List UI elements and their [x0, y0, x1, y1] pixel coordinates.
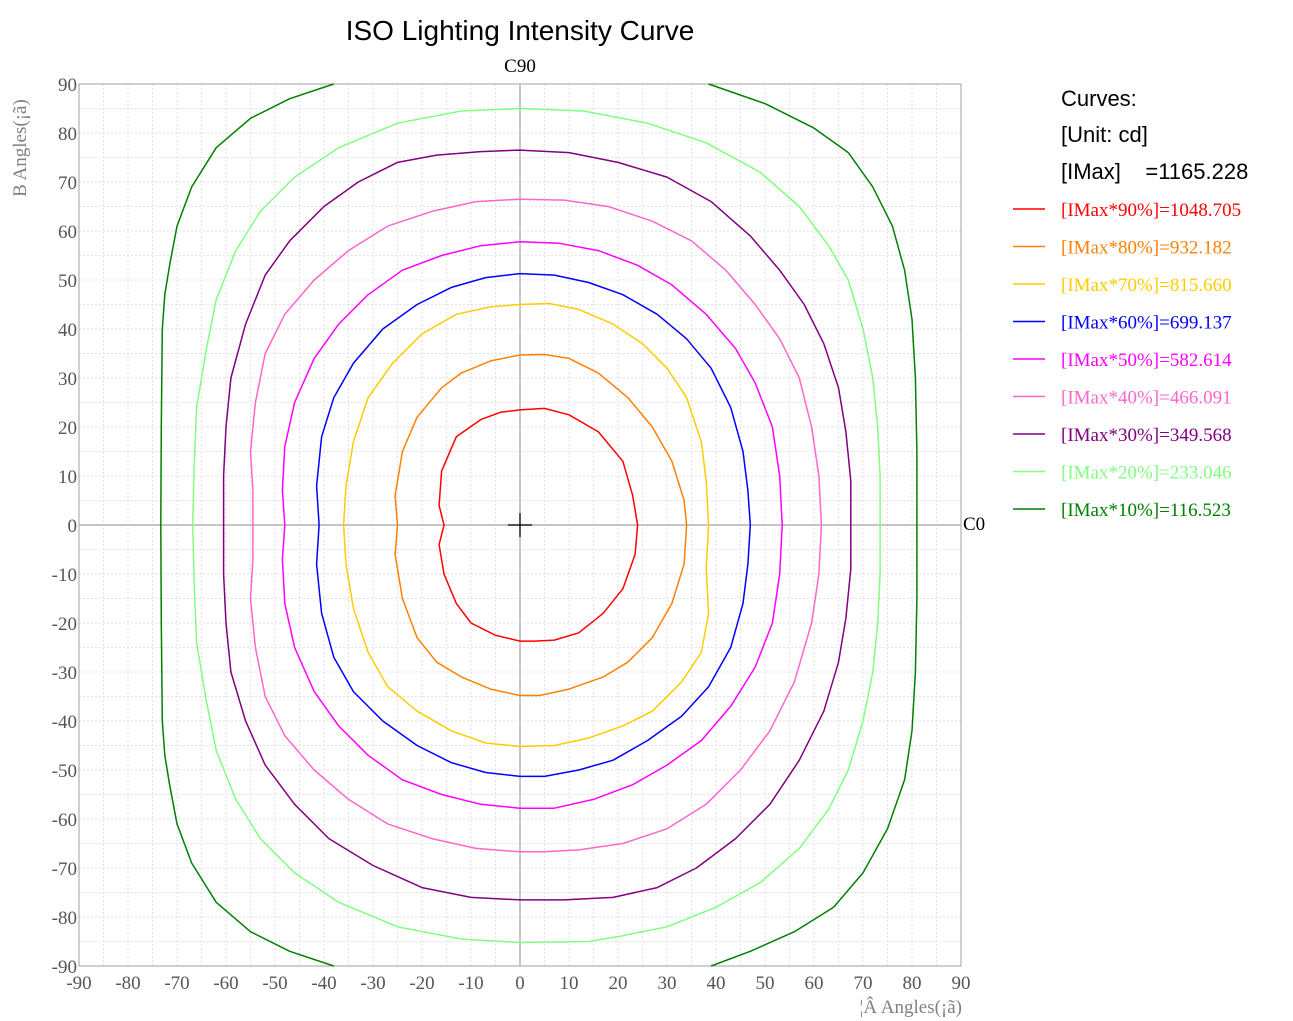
y-tick-label: 40: [58, 320, 77, 341]
x-tick-label: -30: [360, 973, 385, 994]
y-tick-label: -50: [52, 761, 77, 782]
x-tick-label: 90: [952, 973, 971, 994]
y-tick-label: 60: [58, 222, 77, 243]
x-tick-labels: -90 -80 -70 -60 -50 -40 -30 -20 -10 0 10 20 30 40 50 60…: [66, 973, 970, 994]
y-tick-label: -90: [52, 957, 77, 978]
y-tick-labels: 90 80 70 60 50 40 30 20 10 0 -10 -20 -30 -40 -50 -60 -70…: [52, 75, 77, 978]
x-tick-label: 0: [515, 973, 525, 994]
y-tick-label: -60: [52, 810, 77, 831]
chart-title: ISO Lighting Intensity Curve: [346, 15, 695, 46]
legend-entry-label: [IMax*70%]=815.660: [1061, 275, 1232, 296]
x-tick-label: 70: [854, 973, 873, 994]
y-tick-label: 50: [58, 271, 77, 292]
y-tick-label: 0: [68, 516, 78, 537]
legend-entry-label: [IMax*80%]=932.182: [1061, 238, 1232, 259]
iso-curve-3: [342, 302, 710, 748]
x-tick-label: 40: [707, 973, 726, 994]
x-axis-title: ¦Â Angles(¡ã): [860, 996, 962, 1018]
x-tick-label: -60: [213, 973, 238, 994]
legend-imax: [IMax] =1165.228: [1061, 159, 1248, 184]
y-tick-label: 70: [58, 173, 77, 194]
x-tick-label: 60: [805, 973, 824, 994]
y-tick-label: 80: [58, 124, 77, 145]
y-tick-label: -10: [52, 565, 77, 586]
x-tick-label: -50: [262, 973, 287, 994]
y-tick-label: 30: [58, 369, 77, 390]
x-tick-label: 20: [609, 973, 628, 994]
x-tick-label: 50: [756, 973, 775, 994]
iso-curve-7: [222, 149, 852, 901]
legend-entry-label: [IMax*40%]=466.091: [1061, 388, 1232, 409]
x-tick-label: -80: [115, 973, 140, 994]
iso-curves: [160, 83, 918, 967]
y-tick-label: -80: [52, 908, 77, 929]
y-tick-label: -40: [52, 712, 77, 733]
iso-curve-6: [249, 198, 823, 853]
legend-entry-label: [IMax*50%]=582.614: [1061, 350, 1232, 371]
legend-entry-label: [IMax*30%]=349.568: [1061, 425, 1232, 446]
x-tick-label: 30: [658, 973, 677, 994]
iso-curve-8: [191, 107, 881, 944]
iso-curve-2: [394, 353, 688, 697]
x-tick-label: 10: [560, 973, 579, 994]
x-tick-label: -90: [66, 973, 91, 994]
y-tick-label: -30: [52, 663, 77, 684]
legend-items: [IMax*90%]=1048.705 [IMax*80%]=932.182 [IM…: [1013, 200, 1241, 521]
legend-entry-label: [IMax*60%]=699.137: [1061, 313, 1232, 334]
x-tick-label: -10: [458, 973, 483, 994]
legend-entry-label: [IMax*10%]=116.523: [1061, 500, 1231, 521]
iso-curve-9: [160, 83, 918, 967]
center-cross: [508, 513, 532, 537]
y-tick-label: 10: [58, 467, 77, 488]
top-axis-label: C90: [504, 56, 536, 77]
legend-entry-label: [IMax*20%]=233.046: [1061, 463, 1232, 484]
y-tick-label: -20: [52, 614, 77, 635]
legend-entry-label: [IMax*90%]=1048.705: [1061, 200, 1241, 221]
legend: Curves: [Unit: cd] [IMax] =1165.228 [IMa…: [1013, 86, 1248, 521]
iso-curve-4: [315, 272, 752, 778]
y-tick-label: -70: [52, 859, 77, 880]
y-tick-label: 20: [58, 418, 77, 439]
legend-header: Curves:: [1061, 86, 1137, 111]
iso-curve-1: [438, 407, 639, 642]
y-tick-label: 90: [58, 75, 77, 96]
y-axis-title: B Angles(¡ã): [10, 99, 31, 197]
x-tick-label: -70: [164, 973, 189, 994]
legend-unit: [Unit: cd]: [1061, 122, 1148, 147]
x-tick-label: -40: [311, 973, 336, 994]
right-axis-label: C0: [963, 514, 985, 535]
iso-curve-5: [281, 241, 783, 809]
x-tick-label: -20: [409, 973, 434, 994]
x-tick-label: 80: [903, 973, 922, 994]
